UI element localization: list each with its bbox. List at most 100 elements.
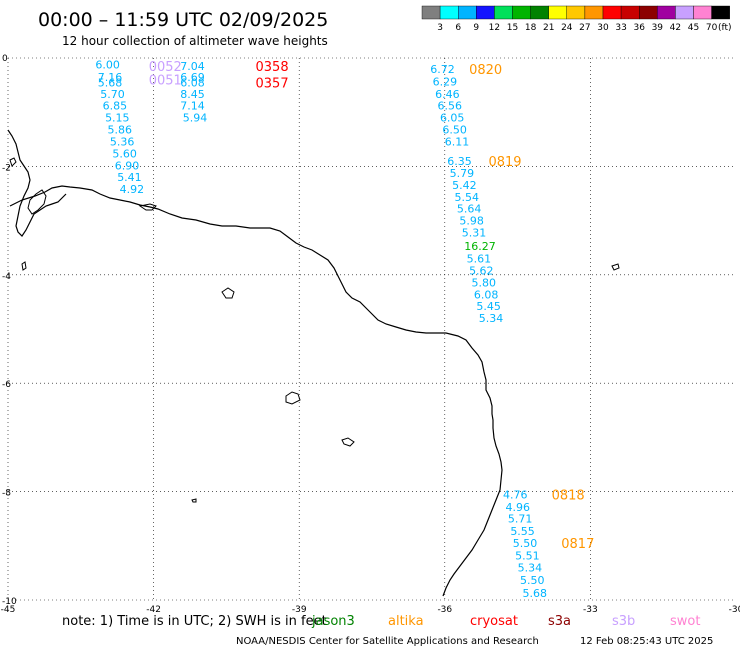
swh-value-label: 6.29 [433, 75, 458, 88]
colorbar-tick-label: 12 [489, 23, 500, 33]
swh-value-label: 5.61 [467, 253, 492, 266]
colorbar-swatch [494, 5, 513, 20]
swh-value-label: 5.51 [515, 550, 540, 563]
swh-value-label: 6.46 [435, 88, 460, 101]
swh-value-label: 5.42 [452, 179, 477, 192]
swh-value-label: 5.68 [522, 587, 547, 600]
pass-time-label: 0819 [488, 155, 521, 170]
swh-value-label: 5.71 [508, 513, 532, 526]
swh-value-label: 6.00 [95, 59, 120, 72]
colorbar-swatch [639, 5, 658, 20]
swh-value-label: 7.16 [98, 71, 123, 84]
swh-value-label: 5.54 [455, 191, 480, 204]
island-6 [191, 498, 197, 503]
swh-value-label: 6.11 [445, 135, 470, 148]
swh-value-label: 5.62 [469, 264, 494, 277]
swh-value-label: 6.35 [447, 155, 472, 168]
colorbar-swatch [657, 5, 676, 20]
colorbar-tick-label: 42 [670, 23, 681, 33]
y-tick-label: -10 [2, 597, 17, 607]
colorbar-swatch [530, 5, 549, 20]
swh-value-label: 16.27 [464, 240, 496, 253]
pass-time-label: 0358 [256, 60, 289, 75]
colorbar-tick-label: 70 [706, 23, 718, 33]
swh-value-label: 5.80 [471, 276, 496, 289]
coastline-spur [138, 203, 157, 211]
map-title: 00:00 – 11:59 UTC 02/09/2025 [38, 9, 328, 31]
colorbar-swatch [548, 5, 568, 20]
coastline-north [7, 129, 67, 237]
swh-value-label: 5.45 [476, 300, 501, 313]
legend-item-s3a: s3a [548, 614, 571, 629]
swh-value-label: 6.85 [103, 100, 128, 113]
y-tick-label: -8 [2, 489, 11, 499]
swh-value-label: 5.70 [100, 88, 125, 101]
colorbar-tick-label: 21 [543, 23, 554, 33]
grid-lines [7, 57, 736, 601]
swh-value-label: 4.96 [505, 501, 530, 514]
legend-item-jason3: jason3 [311, 614, 355, 629]
swh-value-label: 6.05 [440, 112, 465, 125]
footer-note: note: 1) Time is in UTC; 2) SWH is in fe… [62, 614, 327, 629]
y-tick-label: 0 [2, 54, 8, 64]
pass-time-label: 0818 [552, 488, 585, 503]
footer-generated: 12 Feb 08:25:43 UTC 2025 [580, 636, 713, 647]
colorbar-tick-label: 15 [507, 23, 518, 33]
swh-value-label: 4.92 [120, 183, 145, 196]
legend-item-cryosat: cryosat [470, 614, 518, 629]
coastline-bay [27, 189, 47, 215]
island-5 [21, 261, 27, 271]
colorbar-swatch [620, 5, 640, 20]
swh-value-label: 5.50 [520, 574, 545, 587]
pass-time-label: 0820 [469, 63, 502, 78]
pass-time-label: 0357 [256, 76, 289, 91]
swh-value-label: 6.69 [180, 71, 205, 84]
swh-value-label: 6.56 [438, 100, 463, 113]
y-tick-label: -2 [2, 163, 11, 173]
colorbar-tick-label: 6 [455, 23, 461, 33]
swh-value-label: 5.64 [457, 203, 482, 216]
swh-value-label: 5.50 [513, 537, 538, 550]
swh-value-label: 5.15 [105, 112, 130, 125]
colorbar-tick-label: 9 [473, 23, 479, 33]
colorbar-swatch [476, 5, 495, 20]
y-tick-label: -4 [2, 272, 11, 282]
island-4 [611, 263, 620, 271]
colorbar-tick-label: 45 [688, 23, 699, 33]
swh-value-label: 5.55 [510, 525, 535, 538]
colorbar: 3 6 9 12 15 18 21 24 27 30 33 36 39 42 45 70 [421, 5, 730, 33]
colorbar-tick-label: 36 [633, 23, 645, 33]
colorbar-swatch [711, 5, 730, 20]
colorbar-swatch [566, 5, 586, 20]
swh-value-label: 5.68 [98, 76, 123, 89]
swh-value-label: 4.76 [503, 488, 528, 501]
colorbar-unit: (ft) [718, 23, 732, 33]
swh-value-label: 5.34 [518, 561, 543, 574]
axis-ticks: -45 -42 -39 -36 -33 -30 0 -2 -4 -6 -8 -10 [1, 54, 740, 615]
swh-value-label: 5.34 [479, 312, 504, 325]
swh-value-label: 5.86 [107, 124, 132, 137]
coastline-main [9, 185, 503, 597]
colorbar-tick-label: 24 [561, 23, 573, 33]
colorbar-swatch [693, 5, 712, 20]
swh-value-label: 6.08 [180, 76, 205, 89]
pass-time-label: 0052 [149, 60, 182, 75]
swh-value-label: 6.90 [115, 159, 140, 172]
swh-value-label: 5.94 [183, 112, 208, 125]
x-tick-label: -30 [729, 605, 740, 615]
colorbar-swatch [421, 5, 441, 20]
colorbar-swatch [584, 5, 604, 20]
colorbar-tick-label: 33 [615, 23, 626, 33]
colorbar-swatch [512, 5, 531, 20]
footer-credit: NOAA/NESDIS Center for Satellite Applica… [236, 636, 539, 647]
swh-value-label: 5.36 [110, 135, 135, 148]
x-tick-label: -39 [292, 605, 307, 615]
swh-value-label: 5.41 [117, 171, 142, 184]
colorbar-tick-label: 39 [652, 23, 664, 33]
island-1 [221, 287, 235, 299]
swh-value-label: 7.04 [180, 60, 205, 73]
legend-item-s3b: s3b [612, 614, 635, 629]
y-tick-label: -6 [2, 380, 11, 390]
x-tick-label: -45 [1, 605, 16, 615]
colorbar-tick-label: 3 [437, 23, 443, 33]
